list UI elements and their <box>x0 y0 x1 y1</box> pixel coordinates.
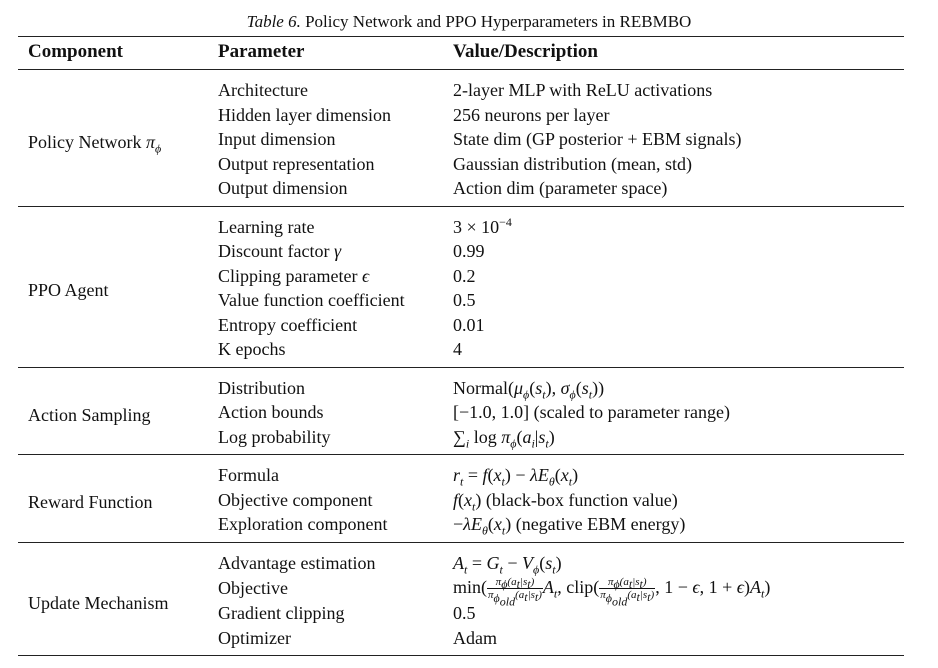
table-row: Log probability ∑i log πϕ(ai|st) <box>18 425 904 455</box>
param-cell: Input dimension <box>218 129 336 149</box>
table-row: PPO Agent Learning rate 3 × 10−4 <box>18 206 904 301</box>
column-header-parameter: Parameter <box>208 36 443 70</box>
table-row: Exploration component −λEθ(xt) (negative… <box>18 512 904 542</box>
table-row: Optimizer Adam <box>18 626 904 656</box>
param-cell: Action bounds <box>218 402 324 422</box>
param-cell: Distribution <box>218 377 306 398</box>
value-cell: Gaussian distribution (mean, std) <box>453 153 692 174</box>
value-cell: f(xt) (black-box function value) <box>453 489 678 514</box>
component-cell: Update Mechanism <box>28 592 169 613</box>
value-cell: 0.5 <box>453 290 476 310</box>
table-row: Clipping parameter ϵ 0.2 <box>18 264 904 289</box>
table-row: Entropy coefficient 0.01 <box>18 313 904 338</box>
value-cell: At = Gt − Vϕ(st) <box>453 552 562 577</box>
param-cell: Optimizer <box>218 627 291 648</box>
value-cell: 256 neurons per layer <box>453 104 610 125</box>
group-reward-function: Reward Function Formula rt = f(xt) − λEθ… <box>18 455 904 542</box>
ratio-fraction: πϕ(at|st) πϕold(at|st) <box>487 576 543 608</box>
value-cell: 2-layer MLP with ReLU activations <box>453 80 713 100</box>
param-cell: Formula <box>218 465 279 485</box>
param-cell: Gradient clipping <box>218 603 345 624</box>
value-cell: [−1.0, 1.0] (scaled to parameter range) <box>453 402 731 422</box>
table-row: K epochs 4 <box>18 337 904 367</box>
value-cell: Normal(μϕ(st), σϕ(st)) <box>453 377 605 402</box>
value-cell: Adam <box>453 627 497 648</box>
table-row: Hidden layer dimension 256 neurons per l… <box>18 103 904 128</box>
table-row: Action Sampling Distribution Normal(μϕ(s… <box>18 367 904 425</box>
table-row: Discount factor γ 0.99 <box>18 239 904 264</box>
table-row: Value function coefficient 0.5 <box>18 288 904 313</box>
value-cell: 4 <box>453 339 462 359</box>
component-cell: Policy Network πϕ <box>28 131 162 156</box>
caption-label: Table 6. <box>246 12 301 31</box>
column-header-value: Value/Description <box>443 36 904 70</box>
group-update-mechanism: Update Mechanism Advantage estimation At… <box>18 542 904 656</box>
value-cell: State dim (GP posterior + EBM signals) <box>453 129 742 149</box>
hyperparameter-table: Component Parameter Value/Description Po… <box>18 36 904 656</box>
table-caption: Table 6. Policy Network and PPO Hyperpar… <box>0 12 938 32</box>
value-cell: Action dim (parameter space) <box>453 178 668 198</box>
value-cell: 0.2 <box>453 265 476 286</box>
value-cell: −λEθ(xt) (negative EBM energy) <box>453 514 686 538</box>
param-cell: Output representation <box>218 153 375 174</box>
table-row: Objective min(πϕ(at|st) πϕold(at|st) At, c… <box>18 575 904 608</box>
table-row: Gradient clipping 0.5 <box>18 601 904 626</box>
component-cell: PPO Agent <box>28 280 109 301</box>
value-cell: 0.99 <box>453 241 485 261</box>
param-cell: Learning rate <box>218 216 315 237</box>
value-cell: 0.5 <box>453 603 476 624</box>
value-cell: 0.01 <box>453 314 485 335</box>
group-policy-network: Policy Network πϕ Architecture 2-layer M… <box>18 70 904 206</box>
param-cell: Objective component <box>218 489 373 510</box>
group-action-sampling: Action Sampling Distribution Normal(μϕ(s… <box>18 367 904 455</box>
param-cell: Entropy coefficient <box>218 314 358 335</box>
table-row: Policy Network πϕ Architecture 2-layer M… <box>18 70 904 154</box>
param-cell: Objective <box>218 577 288 598</box>
param-cell: Output dimension <box>218 178 348 198</box>
param-cell: Value function coefficient <box>218 290 405 310</box>
value-cell: 3 × 10−4 <box>453 214 512 237</box>
param-cell: Advantage estimation <box>218 552 376 573</box>
table-row: Reward Function Formula rt = f(xt) − λEθ… <box>18 455 904 512</box>
param-cell: Discount factor γ <box>218 241 342 261</box>
component-cell: Reward Function <box>28 492 153 512</box>
caption-text: Policy Network and PPO Hyperparameters i… <box>305 12 692 31</box>
table-row: Input dimension State dim (GP posterior … <box>18 127 904 152</box>
param-cell: Clipping parameter ϵ <box>218 265 370 286</box>
table-row: Objective component f(xt) (black-box fun… <box>18 488 904 513</box>
component-cell: Action Sampling <box>28 404 151 425</box>
column-header-component: Component <box>18 36 208 70</box>
param-cell: Hidden layer dimension <box>218 104 391 125</box>
header-row: Component Parameter Value/Description <box>18 36 904 70</box>
param-cell: Log probability <box>218 426 331 447</box>
table-row: Action bounds [−1.0, 1.0] (scaled to par… <box>18 400 904 425</box>
table-row: Output dimension Action dim (parameter s… <box>18 176 904 206</box>
table-row: Output representation Gaussian distribut… <box>18 152 904 177</box>
value-cell: ∑i log πϕ(ai|st) <box>453 426 555 451</box>
param-cell: K epochs <box>218 339 286 359</box>
param-cell: Exploration component <box>218 514 388 534</box>
table-row: Update Mechanism Advantage estimation At… <box>18 542 904 613</box>
value-cell: min(πϕ(at|st) πϕold(at|st) At, clip(πϕ(at|… <box>453 576 771 608</box>
ratio-fraction: πϕ(at|st) πϕold(at|st) <box>599 576 656 608</box>
group-ppo-agent: PPO Agent Learning rate 3 × 10−4 Discoun… <box>18 206 904 367</box>
param-cell: Architecture <box>218 80 308 100</box>
value-cell: rt = f(xt) − λEθ(xt) <box>453 465 579 489</box>
